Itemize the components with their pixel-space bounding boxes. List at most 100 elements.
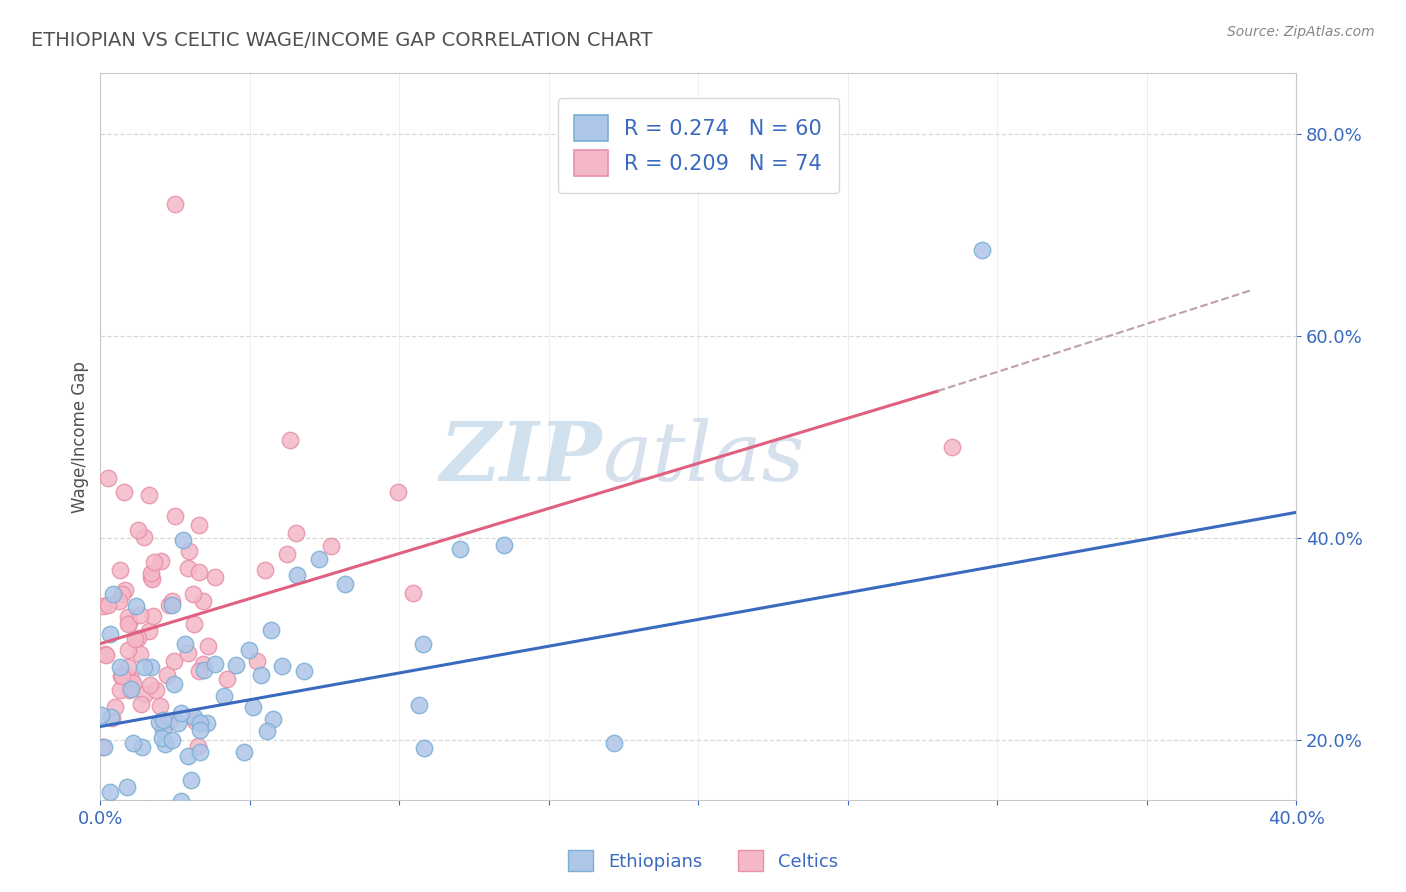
Point — [152, 713, 174, 727]
Point — [284, 526, 307, 541]
Point — [193, 594, 215, 608]
Point — [163, 676, 186, 690]
Point — [163, 653, 186, 667]
Point — [412, 741, 434, 756]
Point — [256, 724, 278, 739]
Point — [193, 663, 215, 677]
Point — [271, 658, 294, 673]
Point — [149, 699, 172, 714]
Point — [160, 594, 183, 608]
Point — [319, 539, 342, 553]
Point — [141, 570, 163, 584]
Point — [132, 660, 155, 674]
Point — [131, 739, 153, 754]
Point — [492, 538, 515, 552]
Point — [156, 667, 179, 681]
Point — [603, 736, 626, 750]
Point — [401, 586, 423, 600]
Point — [183, 616, 205, 631]
Point — [184, 714, 207, 728]
Point — [308, 551, 330, 566]
Point — [120, 682, 142, 697]
Point — [141, 572, 163, 586]
Point — [187, 664, 209, 678]
Point — [170, 706, 193, 720]
Point — [170, 794, 193, 808]
Point — [108, 683, 131, 698]
Point — [187, 565, 209, 579]
Point — [333, 577, 356, 591]
Point — [941, 440, 963, 454]
Point — [127, 524, 149, 538]
Point — [176, 748, 198, 763]
Point — [183, 710, 205, 724]
Point — [188, 518, 211, 533]
Text: ZIP: ZIP — [440, 418, 603, 499]
Point — [412, 636, 434, 650]
Point — [238, 643, 260, 657]
Point — [120, 672, 142, 686]
Point — [254, 563, 277, 577]
Point — [138, 624, 160, 638]
Point — [129, 648, 152, 662]
Point — [93, 740, 115, 755]
Point — [152, 723, 174, 738]
Point — [135, 802, 157, 816]
Point — [94, 648, 117, 662]
Point — [122, 675, 145, 690]
Point — [124, 599, 146, 614]
Point — [972, 243, 994, 257]
Point — [204, 657, 226, 672]
Point — [153, 737, 176, 751]
Point — [117, 609, 139, 624]
Point — [139, 659, 162, 673]
Point — [138, 488, 160, 502]
Text: Source: ZipAtlas.com: Source: ZipAtlas.com — [1227, 25, 1375, 39]
Point — [225, 658, 247, 673]
Point — [131, 697, 153, 711]
Point — [408, 698, 430, 713]
Point — [117, 642, 139, 657]
Point — [193, 657, 215, 671]
Point — [97, 471, 120, 485]
Point — [165, 815, 187, 830]
Point — [111, 669, 134, 683]
Point — [97, 598, 120, 612]
Point — [127, 632, 149, 646]
Point — [117, 660, 139, 674]
Y-axis label: Wage/Income Gap: Wage/Income Gap — [72, 360, 89, 513]
Point — [118, 616, 141, 631]
Point — [145, 683, 167, 698]
Point — [387, 485, 409, 500]
Point — [242, 699, 264, 714]
Point — [112, 485, 135, 500]
Point — [246, 654, 269, 668]
Point — [188, 723, 211, 738]
Point — [217, 672, 239, 686]
Point — [124, 632, 146, 646]
Point — [204, 569, 226, 583]
Point — [177, 561, 200, 575]
Point — [177, 543, 200, 558]
Point — [134, 687, 156, 701]
Point — [188, 745, 211, 759]
Point — [149, 554, 172, 568]
Point — [165, 197, 187, 211]
Point — [249, 668, 271, 682]
Point — [157, 714, 180, 728]
Point — [157, 598, 180, 612]
Point — [108, 660, 131, 674]
Point — [181, 587, 204, 601]
Point — [128, 607, 150, 622]
Point — [195, 716, 218, 731]
Point — [115, 780, 138, 794]
Point — [276, 547, 298, 561]
Point — [100, 711, 122, 725]
Point — [142, 609, 165, 624]
Point — [155, 838, 177, 852]
Legend: Ethiopians, Celtics: Ethiopians, Celtics — [561, 843, 845, 879]
Point — [108, 594, 131, 608]
Point — [260, 623, 283, 637]
Point — [132, 530, 155, 544]
Point — [90, 707, 112, 722]
